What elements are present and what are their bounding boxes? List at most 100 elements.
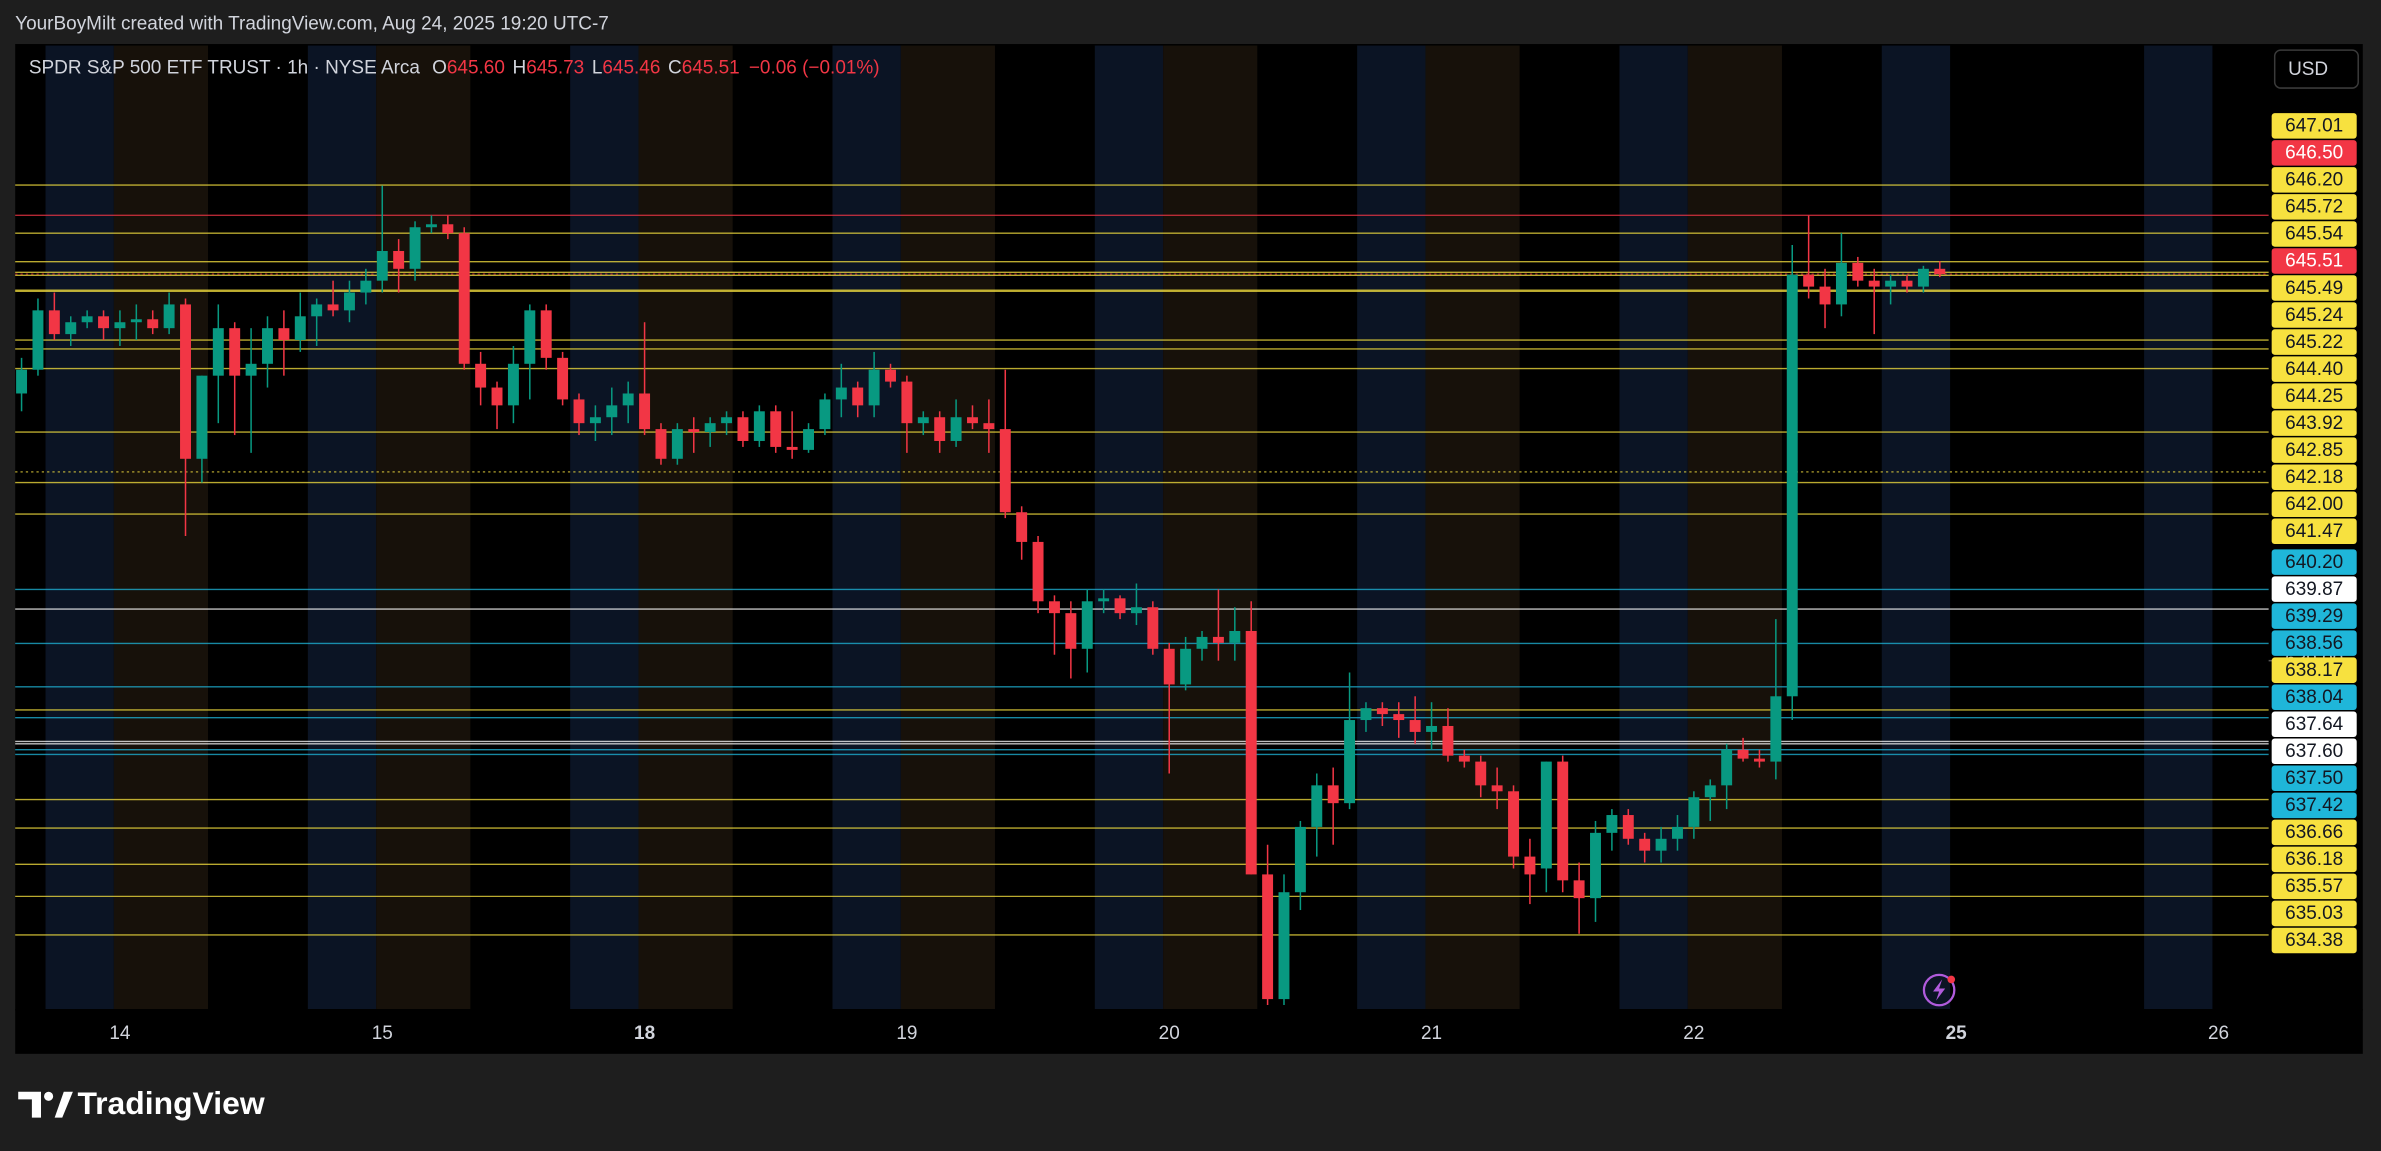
- candle-body: [967, 417, 978, 424]
- level-label: 645.49: [2285, 278, 2343, 299]
- candle-body: [639, 393, 651, 430]
- candle-body: [262, 328, 273, 364]
- level-label: 634.38: [2285, 930, 2343, 951]
- currency-label: USD: [2288, 59, 2328, 80]
- candle-body: [1327, 785, 1339, 804]
- candle-body: [1344, 720, 1356, 804]
- candle-body: [327, 304, 339, 311]
- x-tick-label: 15: [372, 1023, 393, 1044]
- postmarket-band: [638, 45, 733, 1010]
- level-label: 645.24: [2285, 305, 2343, 326]
- candle-body: [1721, 749, 1733, 786]
- candle-body: [934, 417, 946, 441]
- candle-body: [311, 304, 323, 317]
- candles: [16, 185, 1946, 1006]
- level-label-box: [2271, 410, 2357, 436]
- level-label-box: [2271, 873, 2357, 900]
- postmarket-band: [1687, 45, 1782, 1010]
- candle-body: [917, 417, 929, 424]
- candle-body: [770, 411, 782, 447]
- candle-body: [212, 328, 224, 376]
- ohlc-value: 645.46: [602, 57, 660, 78]
- candle-body: [786, 446, 798, 450]
- candle-body: [1606, 815, 1618, 833]
- level-label-box: [2271, 792, 2357, 819]
- level-lines: [15, 184, 2269, 936]
- level-label: 638.56: [2285, 633, 2343, 654]
- candle-body: [1868, 280, 1880, 287]
- candle-body: [294, 316, 306, 341]
- candle-body: [1278, 892, 1290, 1000]
- candle-body: [901, 381, 913, 424]
- premarket-band: [1357, 45, 1426, 1010]
- ohlc-key: L: [592, 57, 603, 78]
- logo-slash: [54, 1091, 73, 1118]
- x-tick-label: 14: [109, 1023, 130, 1044]
- session-bands: [45, 45, 2213, 1010]
- candle-body: [1163, 648, 1175, 685]
- ohlc-value: 645.51: [682, 57, 740, 78]
- candle-body: [1655, 838, 1667, 851]
- candle-body: [721, 417, 733, 424]
- candle-body: [1032, 541, 1044, 602]
- candle-body: [737, 417, 749, 441]
- level-label-box: [2271, 302, 2357, 328]
- ohlc-key: C: [668, 57, 682, 78]
- level-label-box: [2271, 167, 2357, 193]
- brand: TradingView: [77, 1085, 264, 1121]
- candle-body: [491, 387, 503, 406]
- candle-body: [1409, 720, 1421, 732]
- level-label-box: [2271, 194, 2357, 220]
- candle-body: [1803, 274, 1815, 287]
- candle-body: [1622, 815, 1634, 839]
- level-label: 635.03: [2285, 903, 2343, 924]
- level-label: 639.87: [2285, 579, 2343, 600]
- candle-body: [1147, 607, 1159, 649]
- candle-body: [1245, 630, 1257, 875]
- candle-body: [1688, 797, 1700, 827]
- candle-body: [606, 405, 618, 418]
- candle-body: [1557, 761, 1569, 881]
- candle-body: [1262, 874, 1274, 1000]
- premarket-band: [2144, 45, 2213, 1010]
- level-label: 638.17: [2285, 660, 2343, 681]
- candle-body: [48, 310, 60, 335]
- level-label-box: [2271, 684, 2357, 710]
- level-label: 637.42: [2285, 795, 2343, 816]
- candle-body: [360, 280, 372, 293]
- level-label: 641.47: [2285, 521, 2343, 542]
- currency-button[interactable]: [2273, 49, 2359, 89]
- candle-body: [1508, 791, 1519, 857]
- level-label-box: [2271, 140, 2357, 166]
- candle-body: [835, 387, 847, 400]
- level-label: 637.60: [2285, 741, 2343, 762]
- alert-icon[interactable]: [1922, 973, 1956, 1007]
- change: −0.06 (−0.01%): [749, 57, 880, 78]
- candle-body: [196, 375, 208, 459]
- level-label-box: [2271, 221, 2357, 247]
- candle-body: [1524, 856, 1536, 875]
- candle-body: [1885, 280, 1897, 287]
- candle-body: [1016, 512, 1028, 542]
- axes: 141518192021222526639.00647.01646.50646.…: [109, 113, 2357, 1044]
- candle-body: [1753, 758, 1765, 762]
- symbol: SPDR S&P 500 ETF TRUST · 1h · NYSE Arca: [29, 57, 421, 78]
- level-label-box: [2271, 437, 2357, 463]
- candle-body: [163, 304, 175, 329]
- level-label: 642.00: [2285, 494, 2343, 515]
- candle-body: [1081, 601, 1093, 649]
- ohlc-key: H: [513, 57, 527, 78]
- ohlc-value: 645.60: [447, 57, 505, 78]
- candle-body: [868, 369, 880, 406]
- candle-body: [376, 250, 388, 281]
- candle-body: [1475, 761, 1487, 786]
- candle-body: [1704, 785, 1716, 798]
- level-label-box: [2271, 819, 2357, 846]
- candle-body: [1442, 725, 1454, 756]
- level-label-box: [2271, 603, 2357, 629]
- level-label: 647.01: [2285, 116, 2343, 137]
- premarket-band: [832, 45, 901, 1010]
- candle-body: [343, 292, 355, 311]
- level-label: 645.72: [2285, 197, 2343, 218]
